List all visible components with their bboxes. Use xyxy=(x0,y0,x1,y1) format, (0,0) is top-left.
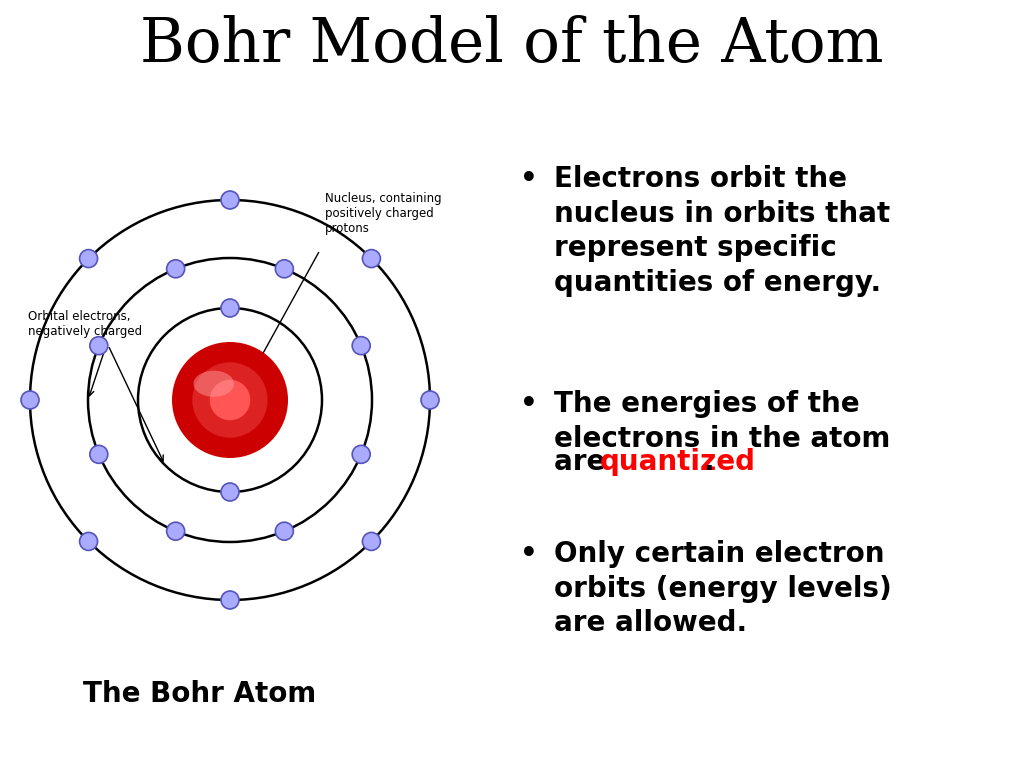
Text: Bohr Model of the Atom: Bohr Model of the Atom xyxy=(140,15,884,75)
Circle shape xyxy=(352,445,371,463)
Text: •: • xyxy=(520,540,538,568)
Circle shape xyxy=(221,483,239,501)
Circle shape xyxy=(167,522,184,540)
Circle shape xyxy=(22,391,39,409)
Text: The energies of the
electrons in the atom: The energies of the electrons in the ato… xyxy=(554,390,891,452)
Circle shape xyxy=(90,336,108,355)
Circle shape xyxy=(80,532,97,551)
Text: are: are xyxy=(554,448,615,476)
Circle shape xyxy=(221,591,239,609)
Circle shape xyxy=(193,362,267,438)
Circle shape xyxy=(210,379,250,420)
Circle shape xyxy=(352,336,371,355)
Circle shape xyxy=(221,299,239,317)
Circle shape xyxy=(221,191,239,209)
Text: Nucleus, containing
positively charged
protons: Nucleus, containing positively charged p… xyxy=(325,192,441,235)
Text: •: • xyxy=(520,165,538,193)
Ellipse shape xyxy=(194,371,234,397)
Text: Only certain electron
orbits (energy levels)
are allowed.: Only certain electron orbits (energy lev… xyxy=(554,540,892,637)
Text: Orbital electrons,
negatively charged: Orbital electrons, negatively charged xyxy=(28,310,142,338)
Circle shape xyxy=(90,445,108,463)
Circle shape xyxy=(172,342,288,458)
Text: quantized: quantized xyxy=(600,448,756,476)
Circle shape xyxy=(80,250,97,267)
Text: Electrons orbit the
nucleus in orbits that
represent specific
quantities of ener: Electrons orbit the nucleus in orbits th… xyxy=(554,165,890,296)
Text: .: . xyxy=(703,448,714,476)
Circle shape xyxy=(275,522,293,540)
Text: •: • xyxy=(520,390,538,418)
Circle shape xyxy=(362,532,381,551)
Circle shape xyxy=(275,260,293,278)
Text: The Bohr Atom: The Bohr Atom xyxy=(83,680,316,708)
Circle shape xyxy=(421,391,439,409)
Circle shape xyxy=(362,250,381,267)
Circle shape xyxy=(167,260,184,278)
